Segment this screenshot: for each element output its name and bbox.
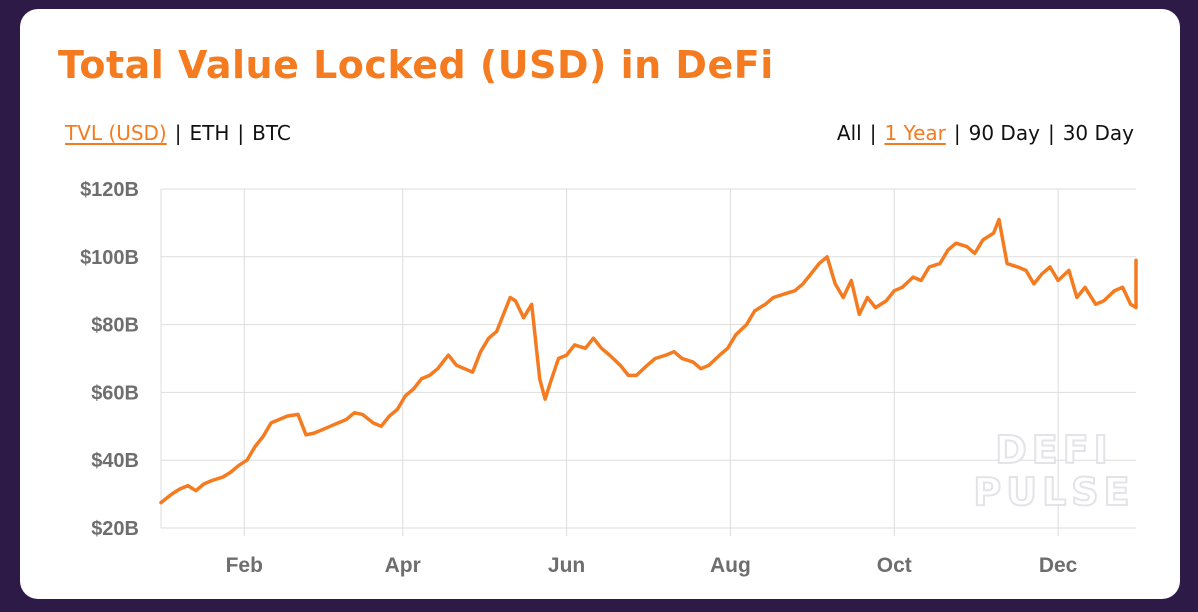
range-90-day[interactable]: 90 Day — [968, 121, 1040, 145]
x-tick-label: Aug — [710, 554, 751, 577]
x-tick-label: Dec — [1039, 554, 1078, 577]
tvl-line-chart: $20B $40B $60B $80B $100B $120B Feb Apr Jun Aug O… — [80, 179, 1138, 577]
watermark-line-1: DEFI — [995, 428, 1113, 472]
y-tick-label: $40B — [91, 450, 139, 472]
toggle-separator: | — [174, 121, 182, 145]
watermark-logo: DEFI PULSE — [972, 427, 1134, 515]
chart-grid — [160, 188, 1136, 536]
y-tick-label: $80B — [91, 315, 139, 337]
x-axis: Feb Apr Jun Aug Oct Dec — [226, 554, 1078, 577]
chart-card: Total Value Locked (USD) in DeFi TVL (US… — [20, 9, 1180, 599]
toggle-separator: | — [953, 121, 961, 145]
toggle-separator: | — [237, 121, 245, 145]
y-tick-label: $120B — [80, 179, 139, 201]
x-tick-label: Feb — [226, 554, 263, 577]
toggle-eth[interactable]: ETH — [189, 121, 230, 145]
x-tick-label: Oct — [877, 554, 912, 577]
x-tick-label: Apr — [385, 554, 421, 577]
tvl-series-line — [159, 217, 1138, 505]
toggle-btc[interactable]: BTC — [252, 121, 291, 145]
toggle-separator: | — [869, 121, 877, 145]
range-30-day[interactable]: 30 Day — [1062, 121, 1134, 145]
y-tick-label: $60B — [91, 382, 139, 404]
range-1-year[interactable]: 1 Year — [884, 121, 946, 145]
x-tick-label: Jun — [548, 554, 585, 577]
watermark-line-2: PULSE — [973, 470, 1134, 514]
range-all[interactable]: All — [836, 121, 862, 145]
toggle-separator: | — [1047, 121, 1055, 145]
range-toggle-group: All | 1 Year | 90 Day | 30 Day — [837, 121, 1134, 145]
page-title: Total Value Locked (USD) in DeFi — [58, 43, 774, 87]
y-axis: $20B $40B $60B $80B $100B $120B — [80, 179, 139, 540]
y-tick-label: $20B — [91, 518, 139, 540]
y-tick-label: $100B — [80, 247, 139, 269]
metric-toggle-group: TVL (USD) | ETH | BTC — [65, 121, 291, 145]
toggle-tvl-usd[interactable]: TVL (USD) — [65, 121, 167, 145]
